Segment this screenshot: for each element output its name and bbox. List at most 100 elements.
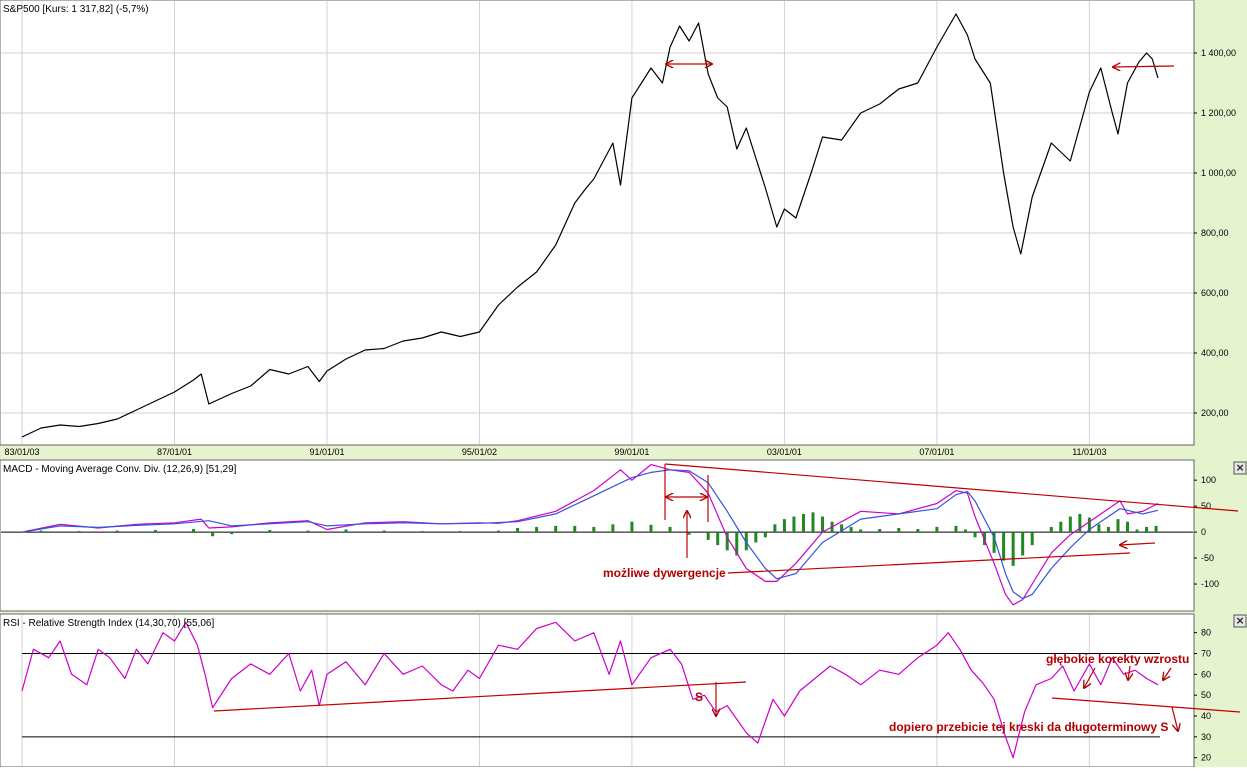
y-tick-label: 200,00 <box>1201 408 1229 418</box>
histogram-bar <box>344 529 348 533</box>
histogram-bar <box>77 531 81 533</box>
histogram-bar <box>573 525 577 533</box>
x-tick-label: 11/01/03 <box>1072 447 1106 457</box>
histogram-bar <box>821 516 825 533</box>
series-line <box>21 13 1159 438</box>
y-tick-label: 1 400,00 <box>1201 48 1236 58</box>
rsi-correction-arrow-2 <box>1128 665 1130 680</box>
histogram-bar <box>735 532 739 556</box>
close-icon: × <box>1236 460 1244 475</box>
rsi-close-button[interactable]: × <box>1233 613 1247 628</box>
series-line <box>21 464 1159 606</box>
histogram-bar <box>211 532 215 537</box>
y-tick-label: -100 <box>1201 579 1219 589</box>
histogram-bar <box>668 526 672 533</box>
histogram-bar <box>1021 532 1025 556</box>
y-tick-label: 40 <box>1201 711 1211 721</box>
histogram-bar <box>1116 519 1120 533</box>
y-tick-label: 80 <box>1201 628 1211 638</box>
histogram-bar <box>268 530 272 533</box>
histogram-bar <box>1049 526 1053 533</box>
histogram-bar <box>649 524 653 533</box>
macd-close-button[interactable]: × <box>1233 460 1247 475</box>
histogram-bar <box>1002 532 1006 561</box>
y-tick-label: 30 <box>1201 732 1211 742</box>
price-pane <box>0 0 1195 446</box>
annotation-drawings <box>213 64 1241 731</box>
y-tick-label: 50 <box>1201 501 1211 511</box>
price-chart-title: S&P500 [Kurs: 1 317,82] (-5,7%) <box>3 4 149 15</box>
rsi-break-arrow <box>1171 706 1178 731</box>
y-tick-label: 1 200,00 <box>1201 108 1236 118</box>
x-tick-label: 99/01/01 <box>614 447 649 457</box>
histogram-bar <box>1135 529 1139 533</box>
histogram-bar <box>1106 526 1110 533</box>
y-tick-label: 0 <box>1201 527 1206 537</box>
histogram-bar <box>1011 532 1015 566</box>
rsi-correction-arrow-1 <box>1084 667 1096 688</box>
histogram-bar <box>39 530 43 533</box>
histogram-bar <box>230 532 234 535</box>
y-tick-label: 800,00 <box>1201 228 1229 238</box>
histogram-bar <box>1087 517 1091 533</box>
histogram-bar <box>1068 516 1072 533</box>
x-tick-label: 95/01/02 <box>462 447 497 457</box>
histogram-bar <box>916 528 920 533</box>
histogram-bar <box>592 526 596 533</box>
histogram-bar <box>811 512 815 533</box>
histogram-bar <box>115 530 119 533</box>
histogram-bar <box>849 526 853 533</box>
x-tick-label: 91/01/01 <box>309 447 344 457</box>
histogram-bar <box>535 526 539 533</box>
sell-signal-label: S <box>695 690 703 704</box>
histogram-bar <box>782 519 786 533</box>
histogram-bar <box>611 524 615 533</box>
x-tick-label: 83/01/03 <box>4 447 39 457</box>
histogram-bar <box>859 529 863 533</box>
rsi-long-trendline <box>1051 697 1241 713</box>
macd-trendline-top <box>664 463 1239 512</box>
series-line <box>21 469 1159 600</box>
histogram-bar <box>1030 532 1034 546</box>
x-tick-label: 03/01/01 <box>767 447 802 457</box>
histogram-bar <box>725 532 729 551</box>
x-tick-label: 87/01/01 <box>157 447 192 457</box>
histogram-bar <box>306 530 310 533</box>
histogram-bar <box>1078 513 1082 533</box>
histogram-bar <box>992 532 996 553</box>
rsi-correction-arrow-3 <box>1163 667 1172 680</box>
histogram-bar <box>973 532 977 538</box>
x-tick-label: 07/01/01 <box>919 447 954 457</box>
macd-recent-arrow <box>1120 543 1156 545</box>
y-tick-label: 50 <box>1201 690 1211 700</box>
divergence-label: możliwe dywergencje <box>603 566 726 580</box>
histogram-bar <box>687 532 691 535</box>
y-tick-label: 400,00 <box>1201 348 1229 358</box>
rsi-chart-title: RSI - Relative Strength Index (14,30,70)… <box>3 618 214 629</box>
histogram-bar <box>1154 525 1158 533</box>
histogram-bar <box>458 531 462 533</box>
histogram-bar <box>792 516 796 533</box>
series-line <box>21 621 1159 759</box>
rsi-support-trendline <box>213 681 747 712</box>
histogram-bar <box>716 532 720 546</box>
y-tick-label: 20 <box>1201 753 1211 763</box>
histogram-bar <box>382 530 386 533</box>
histogram-bar <box>497 530 501 533</box>
close-icon: × <box>1236 613 1244 628</box>
histogram-bar <box>706 532 710 540</box>
histogram-bar <box>744 532 748 551</box>
histogram-bar <box>963 529 967 533</box>
histogram-bar <box>516 527 520 533</box>
histogram-bar <box>554 525 558 533</box>
y-tick-label: -50 <box>1201 553 1214 563</box>
histogram-bar <box>630 521 634 533</box>
histogram-bar <box>840 524 844 533</box>
histogram-bar <box>935 526 939 533</box>
y-tick-label: 60 <box>1201 669 1211 679</box>
histogram-bar <box>1145 526 1149 533</box>
macd-pointer-line <box>727 552 1131 574</box>
histogram-bar <box>773 524 777 533</box>
